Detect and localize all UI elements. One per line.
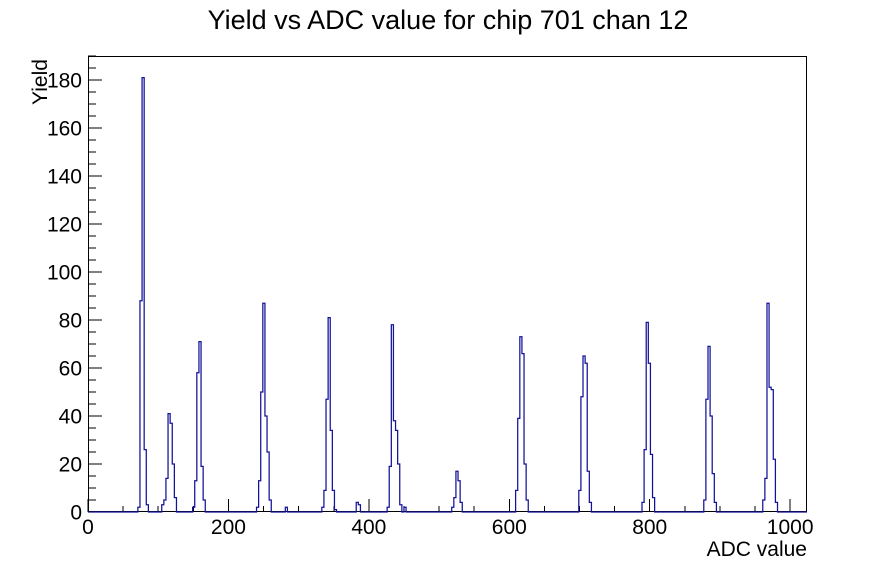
y-tick-label: 100	[47, 261, 82, 284]
chart-title: Yield vs ADC value for chip 701 chan 12	[207, 5, 689, 35]
y-tick-label: 120	[47, 213, 82, 236]
y-tick-label: 80	[59, 309, 82, 332]
plot-frame	[88, 56, 807, 512]
y-tick-label: 160	[47, 117, 82, 140]
x-tick-label: 600	[492, 516, 527, 539]
x-axis-title: ADC value	[706, 538, 807, 561]
y-tick-label: 0	[70, 501, 82, 524]
y-tick-label: 60	[59, 357, 82, 380]
x-tick-label: 400	[351, 516, 386, 539]
y-tick-label: 140	[47, 165, 82, 188]
y-axis-title: Yield	[29, 59, 52, 105]
y-tick-label: 40	[59, 405, 82, 428]
x-tick-label: 1000	[767, 516, 814, 539]
histogram-line	[88, 76, 807, 513]
x-tick-label: 0	[82, 516, 94, 539]
x-tick-label: 200	[211, 516, 246, 539]
y-tick-label: 20	[59, 453, 82, 476]
x-tick-label: 800	[632, 516, 667, 539]
y-tick-label: 180	[47, 69, 82, 92]
